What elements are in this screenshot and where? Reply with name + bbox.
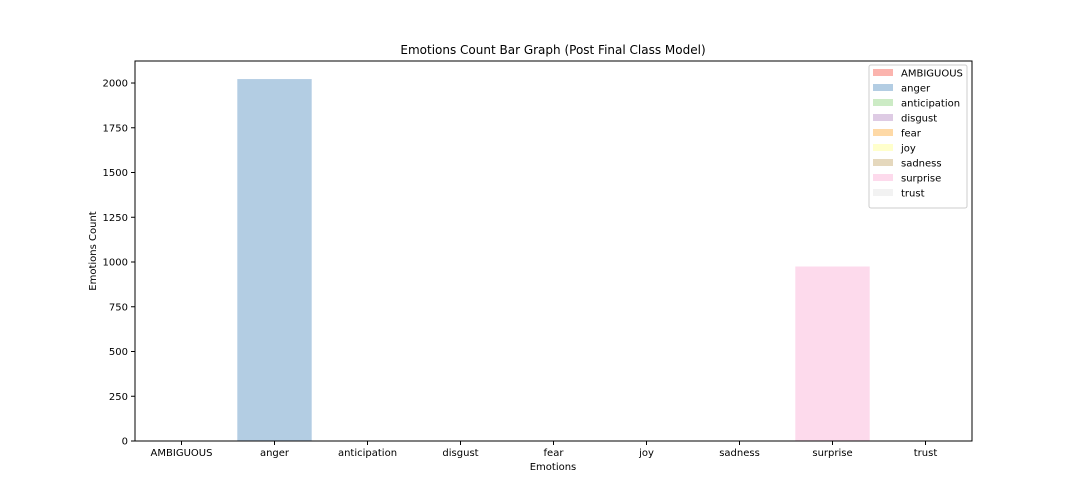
legend-label: anger [901, 84, 931, 95]
y-tick-label: 1750 [103, 123, 128, 134]
y-tick-label: 1000 [103, 258, 128, 269]
legend-swatch-joy [873, 144, 893, 151]
legend-frame [868, 64, 968, 209]
legend-swatch-fear [873, 129, 893, 136]
legend-swatch-surprise [873, 174, 893, 181]
chart-title: Emotions Count Bar Graph (Post Final Cla… [400, 43, 705, 57]
y-tick-label: 1250 [103, 213, 128, 224]
legend-swatch-sadness [873, 159, 893, 166]
legend-swatch-trust [873, 189, 893, 196]
legend-label: disgust [901, 114, 937, 125]
y-tick-label: 250 [109, 392, 128, 403]
legend-label: surprise [901, 174, 941, 185]
legend-swatch-anger [873, 84, 893, 91]
x-tick-label: trust [914, 448, 938, 459]
x-tick-label: fear [544, 448, 565, 459]
x-tick-label: AMBIGUOUS [151, 448, 213, 459]
legend-label: trust [901, 189, 925, 200]
x-tick-label: disgust [442, 448, 478, 459]
y-tick-label: 1500 [103, 168, 128, 179]
x-tick-label: surprise [812, 448, 852, 459]
legend: AMBIGUOUS anger anticipation disgust fear joy… [868, 64, 968, 209]
legend-label: anticipation [901, 99, 960, 110]
x-tick-label: sadness [719, 448, 760, 459]
y-tick-label: 750 [109, 302, 128, 313]
bars-group [237, 79, 870, 442]
legend-label: AMBIGUOUS [901, 69, 963, 80]
y-axis: 0 250 500 750 1000 1250 1500 1750 2000 [103, 79, 135, 448]
y-tick-label: 500 [109, 347, 128, 358]
legend-swatch-anticipation [873, 99, 893, 106]
legend-label: joy [900, 144, 916, 155]
x-axis-label: Emotions [530, 462, 577, 473]
legend-label: fear [901, 129, 922, 140]
bar-anger [237, 79, 312, 442]
x-axis: AMBIGUOUS anger anticipation disgust fear joy… [151, 441, 938, 459]
legend-label: sadness [901, 159, 942, 170]
x-tick-label: joy [638, 448, 654, 459]
y-tick-label: 0 [122, 437, 128, 448]
x-tick-label: anticipation [338, 448, 397, 459]
bar-surprise [795, 266, 870, 441]
legend-swatch-disgust [873, 114, 893, 121]
y-tick-label: 2000 [103, 79, 128, 90]
x-tick-label: anger [260, 448, 290, 459]
y-axis-label: Emotions Count [88, 211, 99, 290]
legend-swatch-ambiguous [873, 69, 893, 76]
